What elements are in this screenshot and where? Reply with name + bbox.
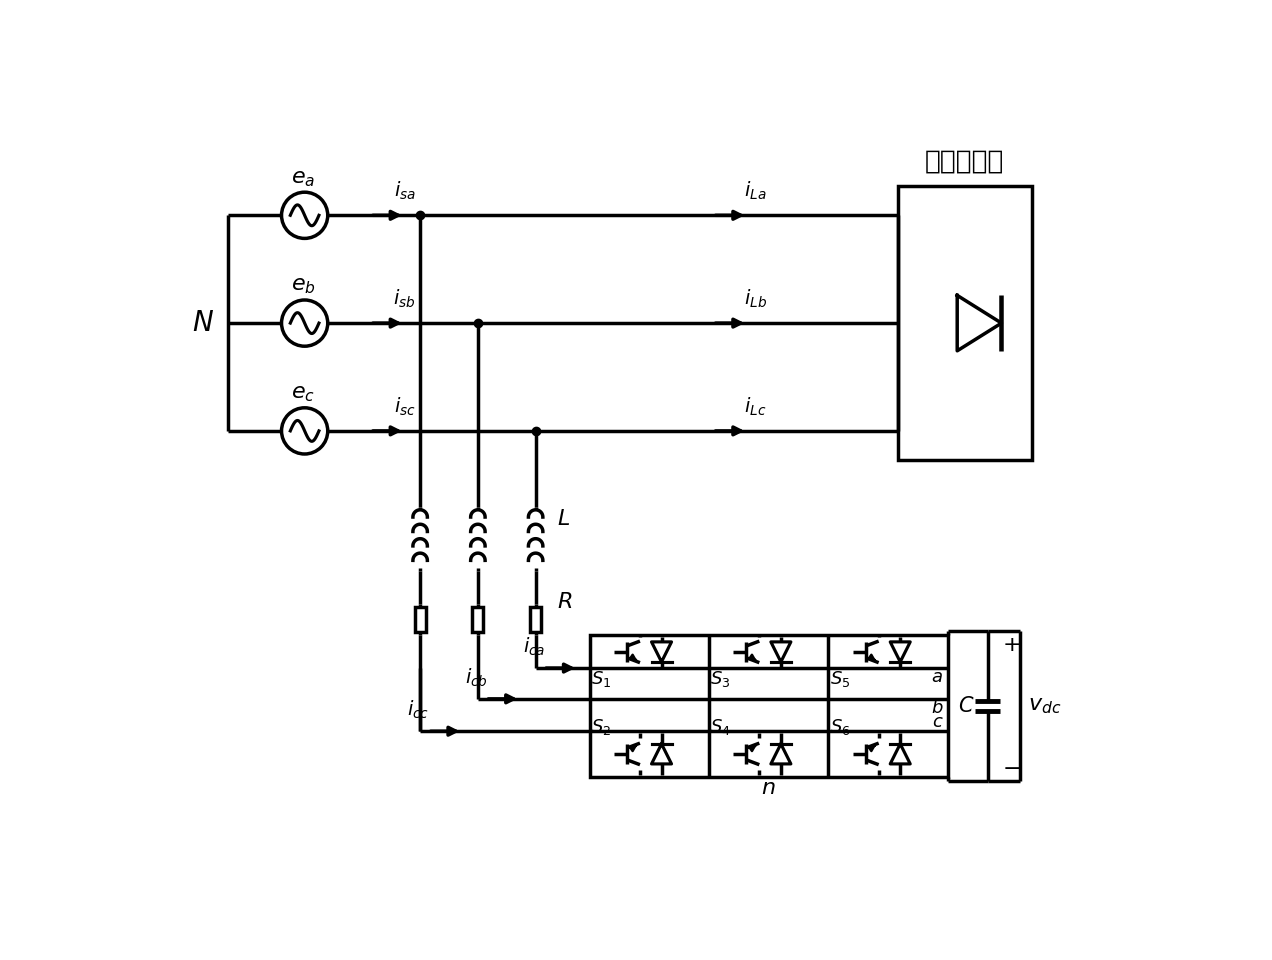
Text: $i_{cc}$: $i_{cc}$ — [407, 699, 430, 721]
Polygon shape — [958, 296, 1001, 350]
Text: c: c — [932, 712, 941, 731]
Text: $e_c$: $e_c$ — [291, 384, 315, 404]
Text: $S_2$: $S_2$ — [591, 717, 612, 736]
Text: $i_{Lb}$: $i_{Lb}$ — [744, 288, 767, 310]
Text: $i_{Lc}$: $i_{Lc}$ — [744, 396, 766, 418]
Bar — [472, 608, 483, 632]
Text: $e_b$: $e_b$ — [291, 276, 315, 297]
Text: $S_3$: $S_3$ — [711, 669, 731, 689]
Text: $i_{La}$: $i_{La}$ — [744, 180, 766, 203]
Text: $L$: $L$ — [557, 509, 570, 529]
Text: a: a — [931, 668, 943, 685]
Text: $C$: $C$ — [958, 696, 974, 716]
Bar — [530, 608, 541, 632]
Text: $S_4$: $S_4$ — [710, 717, 731, 736]
Text: $R$: $R$ — [557, 592, 572, 612]
Bar — [898, 186, 1033, 460]
Text: $S_5$: $S_5$ — [829, 669, 850, 689]
Text: $v_{dc}$: $v_{dc}$ — [1028, 696, 1061, 716]
Text: $S_6$: $S_6$ — [829, 717, 850, 736]
Text: $n$: $n$ — [761, 779, 776, 799]
Text: $-$: $-$ — [1001, 757, 1020, 778]
Bar — [589, 635, 948, 778]
Text: 非线性负荷: 非线性负荷 — [925, 149, 1005, 175]
Text: $N$: $N$ — [192, 309, 214, 337]
Text: $i_{sb}$: $i_{sb}$ — [393, 288, 416, 310]
Text: $e_a$: $e_a$ — [291, 169, 315, 188]
Text: $+$: $+$ — [1001, 635, 1020, 655]
Text: b: b — [931, 699, 943, 717]
Bar — [415, 608, 426, 632]
Text: $i_{sc}$: $i_{sc}$ — [394, 396, 416, 418]
Text: $i_{cb}$: $i_{cb}$ — [464, 666, 487, 688]
Text: $i_{ca}$: $i_{ca}$ — [523, 636, 546, 658]
Text: $i_{sa}$: $i_{sa}$ — [394, 180, 416, 203]
Text: $S_1$: $S_1$ — [591, 669, 612, 689]
